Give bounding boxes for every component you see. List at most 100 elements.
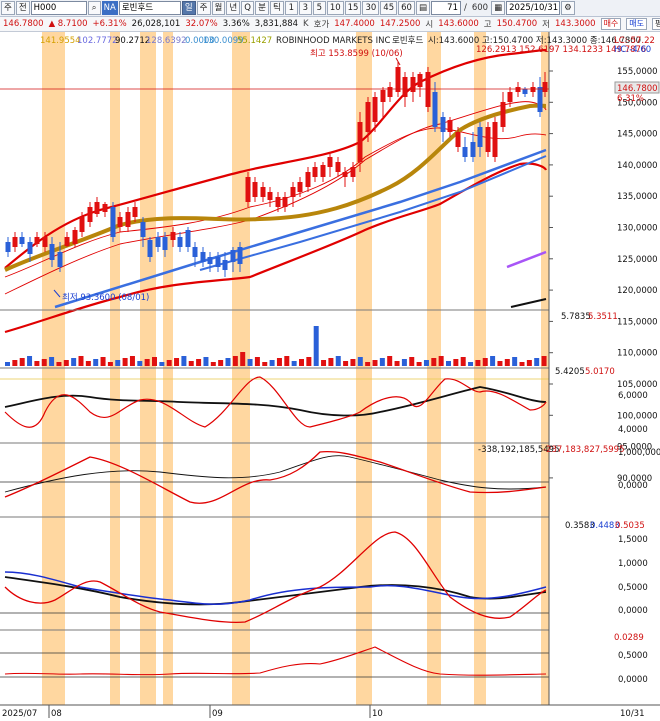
time-axis[interactable]: 2025/07 08 09 10 10/31 [2,705,645,719]
candle-body [365,102,371,132]
legend-value-3: 90.2712 [115,36,150,46]
period-minute[interactable]: 분 [255,1,269,15]
candle-body [237,247,243,264]
minute-1[interactable]: 1 [284,1,298,15]
period-tick[interactable]: 틱 [269,1,284,15]
candle-body [102,204,108,212]
volume-bar [174,358,180,366]
date-picker-icon[interactable]: ▦ [491,1,506,15]
pane-separators[interactable] [0,32,660,706]
price-axis-label: 145,0000 [617,130,658,140]
toolbar-button-prev[interactable]: 전 [15,1,30,15]
volume-bar [328,358,334,366]
candle-body [380,90,386,102]
lc-value: LC:-57.22 [614,36,655,46]
osc1-tick-6: 6,0000 [618,391,648,401]
period-quarter[interactable]: Q [241,1,255,15]
projection-line-purple [506,250,547,269]
minute-45[interactable]: 45 [380,1,398,15]
volume-bar [12,360,18,366]
pane-labels: 5.7835 5.3511 5.4205 5.0170 6,0000 4,000… [478,312,660,685]
hc-value: HC:-4.60 [614,45,651,55]
stock-chart[interactable]: 141.9554 102.7772 90.2712 128.6392 0.000… [0,32,660,721]
candle-body [305,172,311,187]
toolbar: 주 전 H000 ⌕ NA 로빈후드 일 주 월 년 Q 분 틱 1 3 5 1… [0,0,660,17]
volume-bar [387,356,393,366]
low-annotation: 최저 93.3600 (08/01) [62,292,149,303]
price-axis-label: 120,0000 [617,286,658,296]
settings-icon[interactable]: ⚙ [561,1,575,15]
price-axis-label: 125,0000 [617,255,658,265]
candle-body [282,197,288,207]
chart-type-icon[interactable]: ▤ [415,1,430,15]
price-axis-label: 100,0000 [617,411,658,421]
legend-value-5: 0.0000 [185,36,215,46]
candle-body [19,237,25,244]
volume-bar [379,358,385,366]
count-input[interactable]: 71 [430,1,461,15]
candle-body [350,167,356,177]
period-year[interactable]: 년 [226,1,241,15]
eval-button[interactable]: 평 [652,18,660,30]
volume-bar [218,360,224,366]
sell-button[interactable]: 매도 [626,18,648,30]
candle-body [432,92,438,127]
price-legend: 141.9554 102.7772 90.2712 128.6392 0.000… [40,36,655,55]
volume-bar [409,357,415,366]
volume-bar [166,360,172,366]
minute-3[interactable]: 3 [298,1,312,15]
price-axis[interactable]: 155,0000 150,0000 145,0000 140,0000 135,0000… [549,67,658,484]
bid-price: 147.2500 [379,19,421,29]
market-tag: NA [101,1,118,15]
candle-body [335,162,341,172]
price-axis-label: 110,0000 [617,349,658,359]
minute-10[interactable]: 10 [326,1,344,15]
candle-body [402,77,408,97]
candle-body [125,212,131,227]
high-annotation: 최고 153.8599 (10/06) [310,48,403,59]
volume-bar [468,362,474,366]
price-axis-label: 95,0000 [617,443,652,453]
minute-60[interactable]: 60 [398,1,415,15]
candle-body [200,252,206,262]
volume-bar [438,356,444,366]
volume-bar [504,359,510,366]
volume-bar [240,352,246,366]
high-price: 150.4700 [496,19,538,29]
volume-bar [85,361,91,366]
period-month[interactable]: 월 [211,1,226,15]
volume-bar [276,358,282,366]
candle-body [462,147,468,157]
volume: 26,028,101 [131,19,181,29]
volume-bar [93,359,99,366]
minute-5[interactable]: 5 [312,1,326,15]
legend-value-6: 130.0099 [203,36,244,46]
period-day[interactable]: 일 [181,1,196,15]
trend-line-2 [199,155,547,271]
osc3-blue [4,571,547,605]
candle-body [57,252,63,267]
amount-unit: K [303,19,309,29]
volume-bar [100,357,106,366]
volume-bar [357,357,363,366]
buy-button[interactable]: 매수 [600,18,622,30]
candlesticks [5,62,548,277]
stock-name-field[interactable]: 로빈후드 [118,1,181,15]
period-week[interactable]: 주 [196,1,211,15]
open-label: 시 [425,20,434,30]
search-icon[interactable]: ⌕ [87,1,101,15]
volume-bar [372,360,378,366]
toolbar-button-week[interactable]: 주 [1,1,15,15]
volume-bar [107,362,113,366]
candle-body [5,242,11,252]
minute-15[interactable]: 15 [344,1,362,15]
volume-bar [152,357,157,366]
stock-code-input[interactable]: H000 [30,1,87,15]
osc4-red [4,646,547,676]
osc2-black [4,455,547,493]
date-input[interactable]: 2025/10/31 [506,1,561,15]
candle-body [515,87,521,92]
bollinger-upper [4,48,547,269]
oscillator-lines [4,376,547,676]
minute-30[interactable]: 30 [362,1,380,15]
